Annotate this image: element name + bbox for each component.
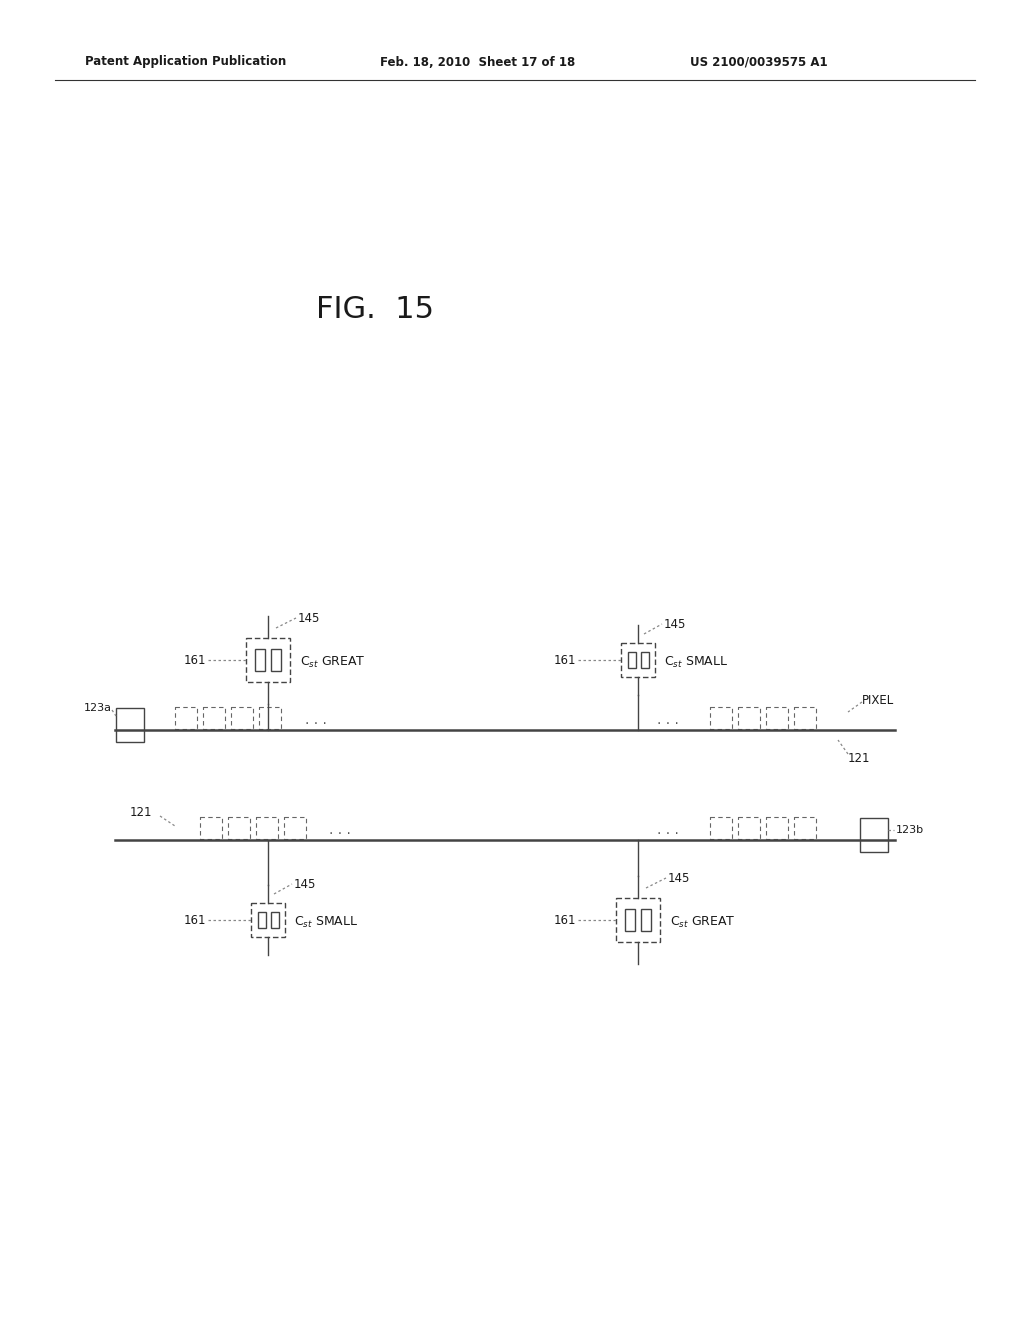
Bar — [794, 817, 816, 840]
Text: FIG.  15: FIG. 15 — [316, 296, 434, 325]
Bar — [231, 708, 253, 729]
Text: 161: 161 — [554, 653, 575, 667]
Bar — [200, 817, 222, 840]
Bar — [284, 817, 306, 840]
Text: C$_{st}$ GREAT: C$_{st}$ GREAT — [300, 655, 366, 669]
Text: 121: 121 — [848, 751, 870, 764]
Bar — [860, 818, 888, 851]
Bar — [625, 909, 635, 931]
Text: 145: 145 — [668, 871, 690, 884]
Bar — [271, 649, 281, 671]
Bar — [251, 903, 285, 937]
Bar — [621, 643, 655, 677]
Bar — [228, 817, 250, 840]
Text: 121: 121 — [130, 805, 153, 818]
Bar — [259, 708, 281, 729]
Bar — [628, 652, 636, 668]
Text: 161: 161 — [183, 653, 206, 667]
Bar — [256, 817, 278, 840]
Text: C$_{st}$ GREAT: C$_{st}$ GREAT — [670, 915, 735, 929]
Text: 123b: 123b — [896, 825, 924, 836]
Text: PIXEL: PIXEL — [862, 693, 894, 706]
Text: C$_{st}$ SMALL: C$_{st}$ SMALL — [664, 655, 728, 669]
Text: 123a: 123a — [84, 704, 112, 713]
Bar — [257, 912, 265, 928]
Text: . . .: . . . — [657, 713, 679, 727]
Bar — [255, 649, 265, 671]
Text: US 2100/0039575 A1: US 2100/0039575 A1 — [690, 55, 827, 69]
Bar — [246, 638, 290, 682]
Bar — [766, 708, 788, 729]
Text: 161: 161 — [183, 913, 206, 927]
Bar — [710, 708, 732, 729]
Text: Patent Application Publication: Patent Application Publication — [85, 55, 287, 69]
Bar — [203, 708, 225, 729]
Text: 145: 145 — [664, 618, 686, 631]
Bar — [116, 708, 144, 742]
Bar — [616, 898, 660, 942]
Bar — [710, 817, 732, 840]
Text: . . .: . . . — [657, 822, 679, 837]
Text: 161: 161 — [554, 913, 575, 927]
Bar — [175, 708, 197, 729]
Bar — [738, 708, 760, 729]
Text: C$_{st}$ SMALL: C$_{st}$ SMALL — [294, 915, 358, 929]
Text: 145: 145 — [294, 878, 316, 891]
Text: Feb. 18, 2010  Sheet 17 of 18: Feb. 18, 2010 Sheet 17 of 18 — [380, 55, 575, 69]
Text: . . .: . . . — [305, 713, 327, 727]
Bar — [738, 817, 760, 840]
Text: . . .: . . . — [329, 822, 351, 837]
Bar — [640, 652, 648, 668]
Bar — [641, 909, 651, 931]
Bar — [766, 817, 788, 840]
Bar — [794, 708, 816, 729]
Bar — [270, 912, 279, 928]
Text: 145: 145 — [298, 611, 321, 624]
